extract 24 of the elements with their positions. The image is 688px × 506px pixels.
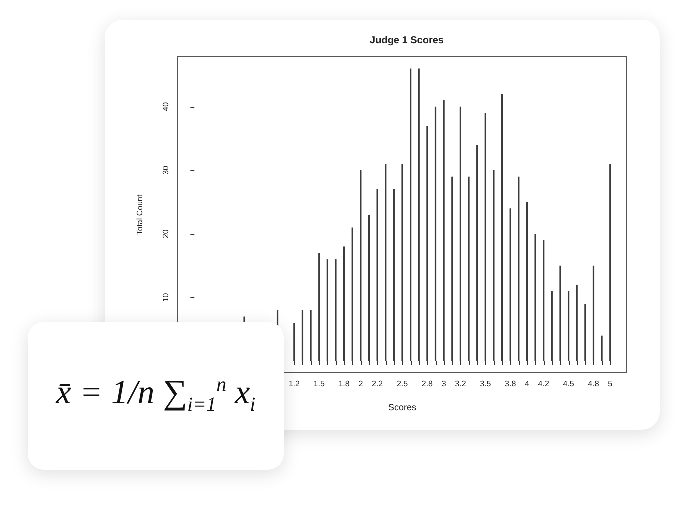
x-tick-label: 2.8 xyxy=(422,380,434,388)
y-axis-title: Total Count xyxy=(136,194,144,236)
x-tick-label: 1.5 xyxy=(314,380,326,388)
x-tick-label: 2.5 xyxy=(396,380,409,388)
y-tick-label: 30 xyxy=(162,165,170,175)
y-tick-label: 40 xyxy=(162,102,170,112)
x-tick-label: 3.5 xyxy=(480,380,492,388)
y-tick-label: 10 xyxy=(162,292,170,302)
x-axis-title: Scores xyxy=(388,402,418,412)
x-tick-label: 2.2 xyxy=(372,380,384,388)
x-tick-label: 5 xyxy=(608,380,614,388)
x-tick-label: 3 xyxy=(442,380,447,388)
x-tick-label: 4.5 xyxy=(563,380,575,388)
x-tick-label: 2 xyxy=(358,380,364,388)
y-tick-label: 20 xyxy=(162,229,170,239)
x-tick-label: 4 xyxy=(524,380,530,388)
chart-title: Judge 1 Scores xyxy=(370,36,444,46)
x-tick-label: 3.2 xyxy=(455,380,467,388)
x-tick-label: 4.8 xyxy=(588,380,600,388)
text: x̄ = 1/n ∑$_{i=1}$$^{n}$ x$_{i}$ xyxy=(56,374,256,418)
x-tick-label: 1.2 xyxy=(288,380,301,388)
x-tick-label: 1.8 xyxy=(338,380,350,388)
x-tick-label: 4.2 xyxy=(538,380,550,388)
x-tick-label: 3.8 xyxy=(505,380,517,388)
